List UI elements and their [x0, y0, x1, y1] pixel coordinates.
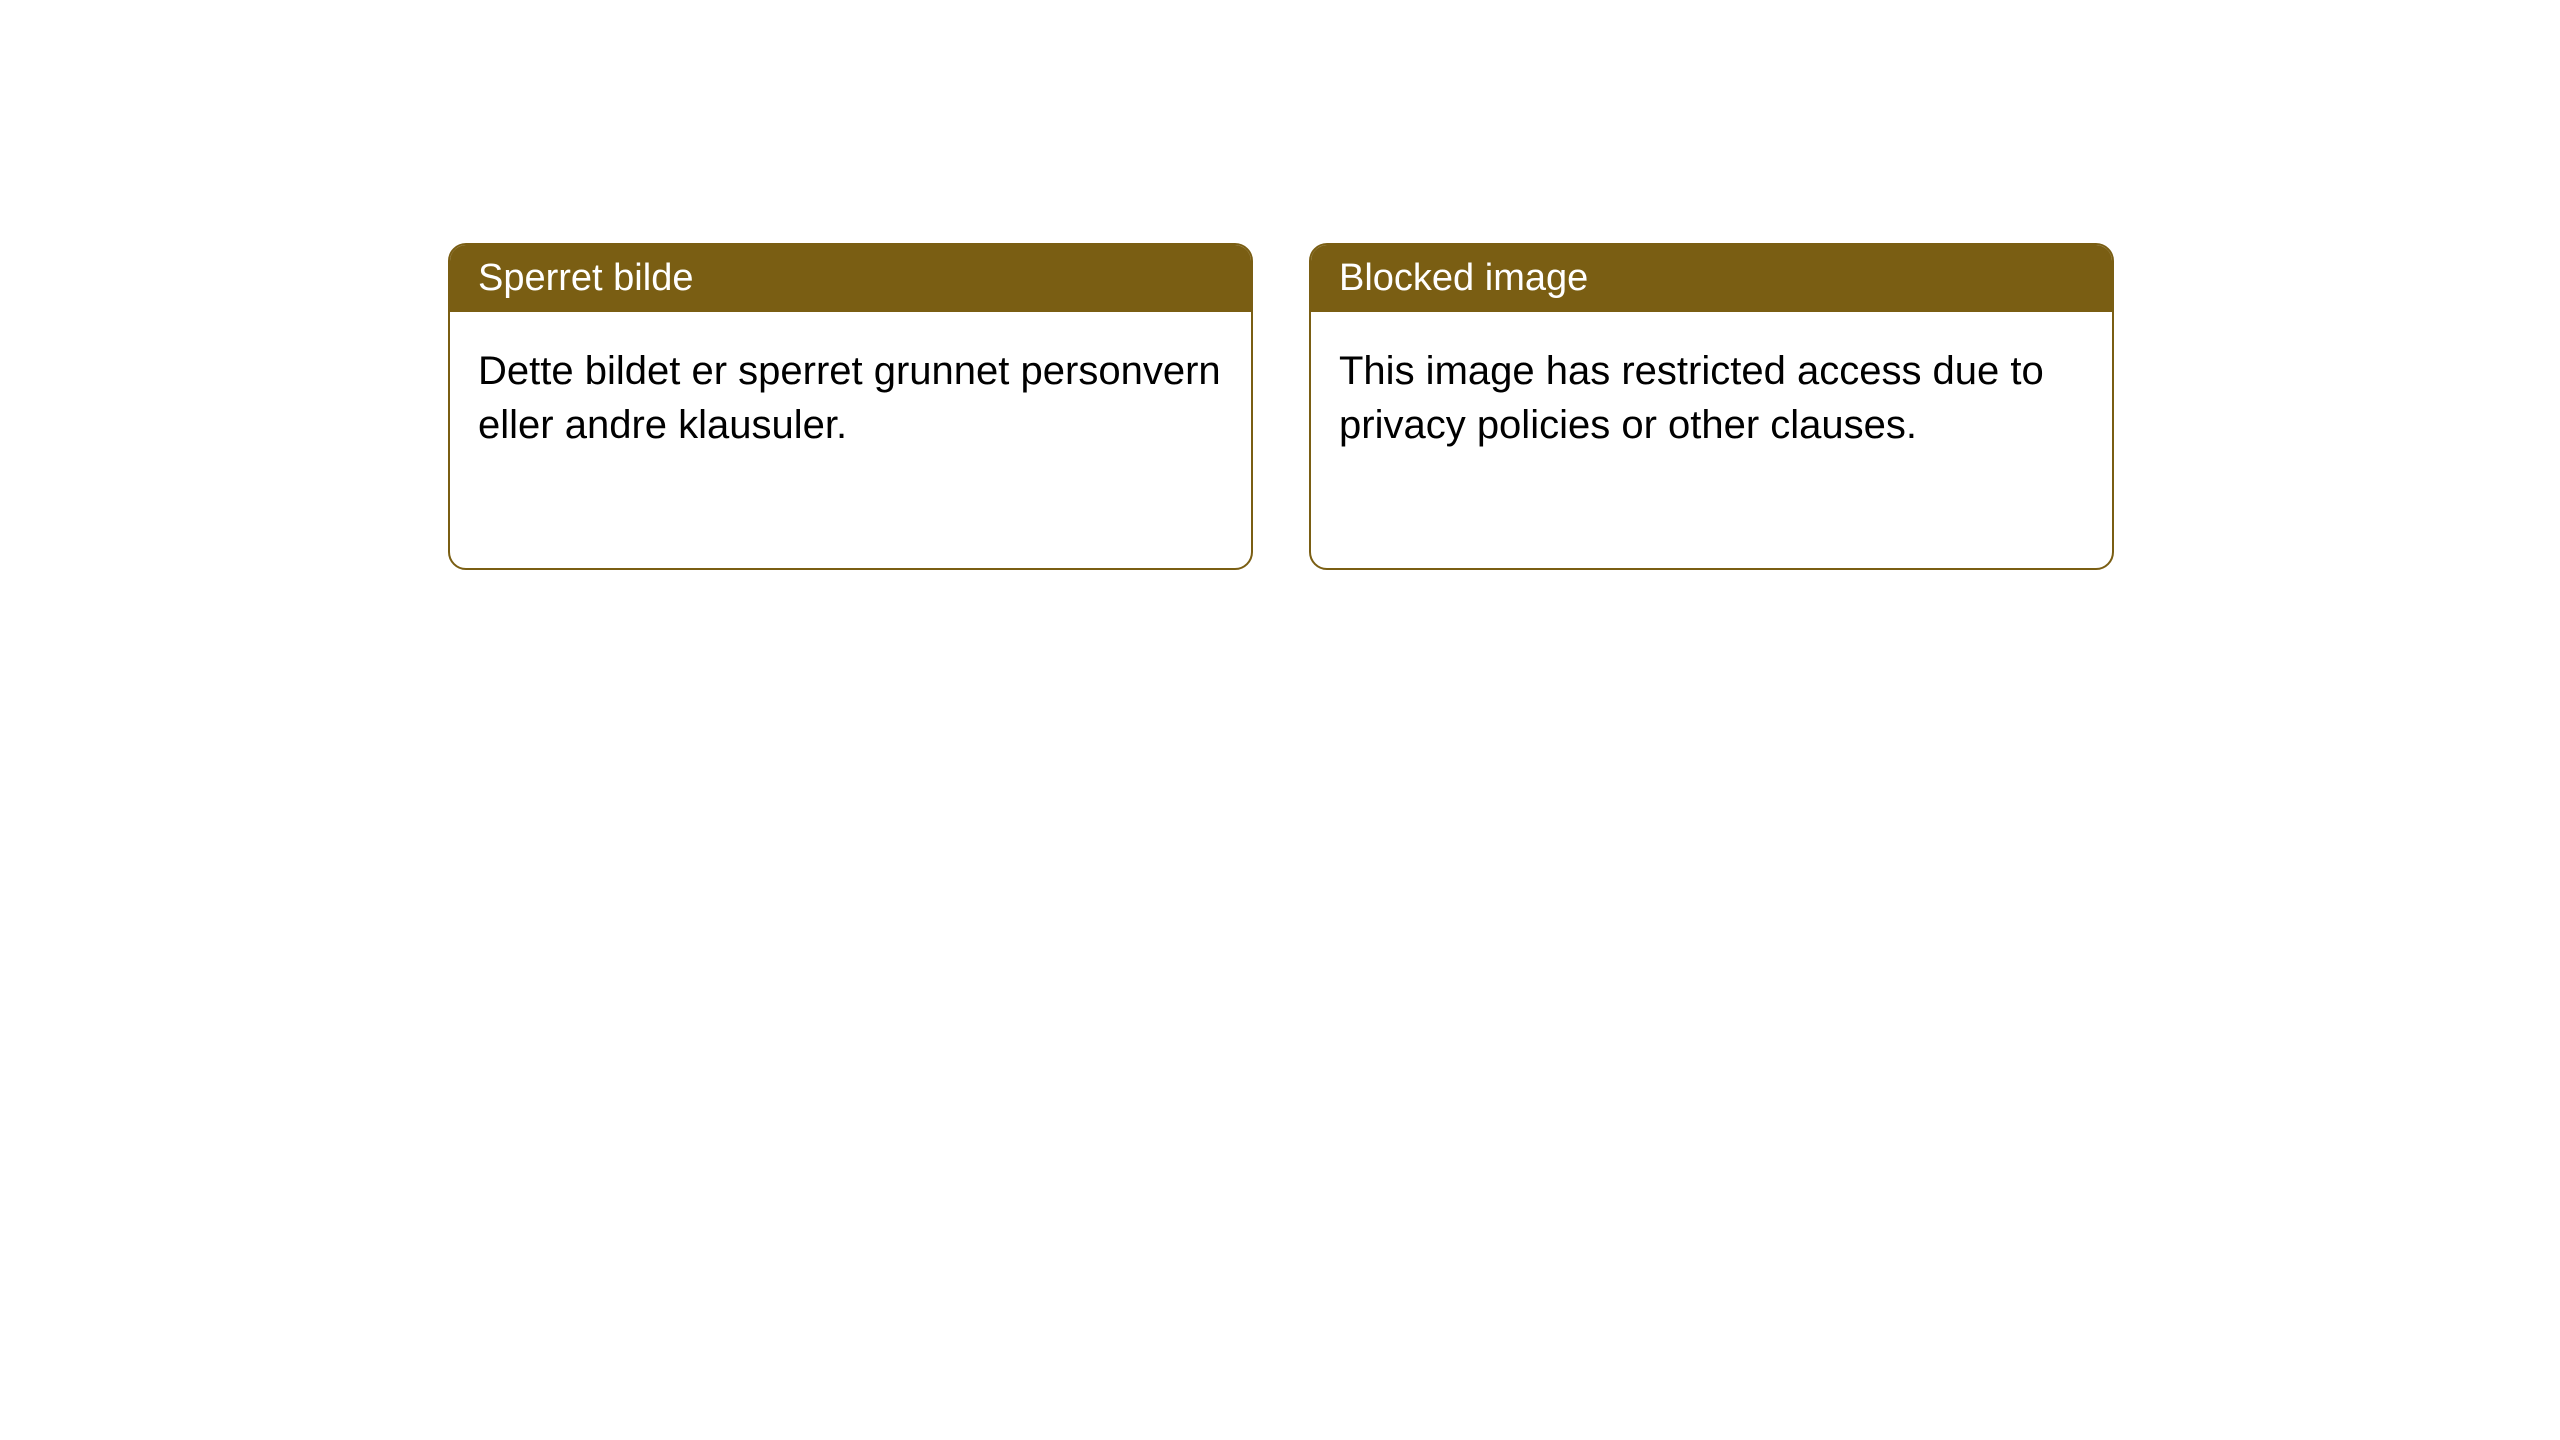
notice-box-en: Blocked image This image has restricted … [1309, 243, 2114, 570]
notice-body-nb: Dette bildet er sperret grunnet personve… [450, 312, 1251, 568]
notice-container: Sperret bilde Dette bildet er sperret gr… [448, 243, 2114, 570]
notice-header-en: Blocked image [1311, 245, 2112, 312]
notice-header-nb: Sperret bilde [450, 245, 1251, 312]
notice-box-nb: Sperret bilde Dette bildet er sperret gr… [448, 243, 1253, 570]
notice-body-en: This image has restricted access due to … [1311, 312, 2112, 568]
